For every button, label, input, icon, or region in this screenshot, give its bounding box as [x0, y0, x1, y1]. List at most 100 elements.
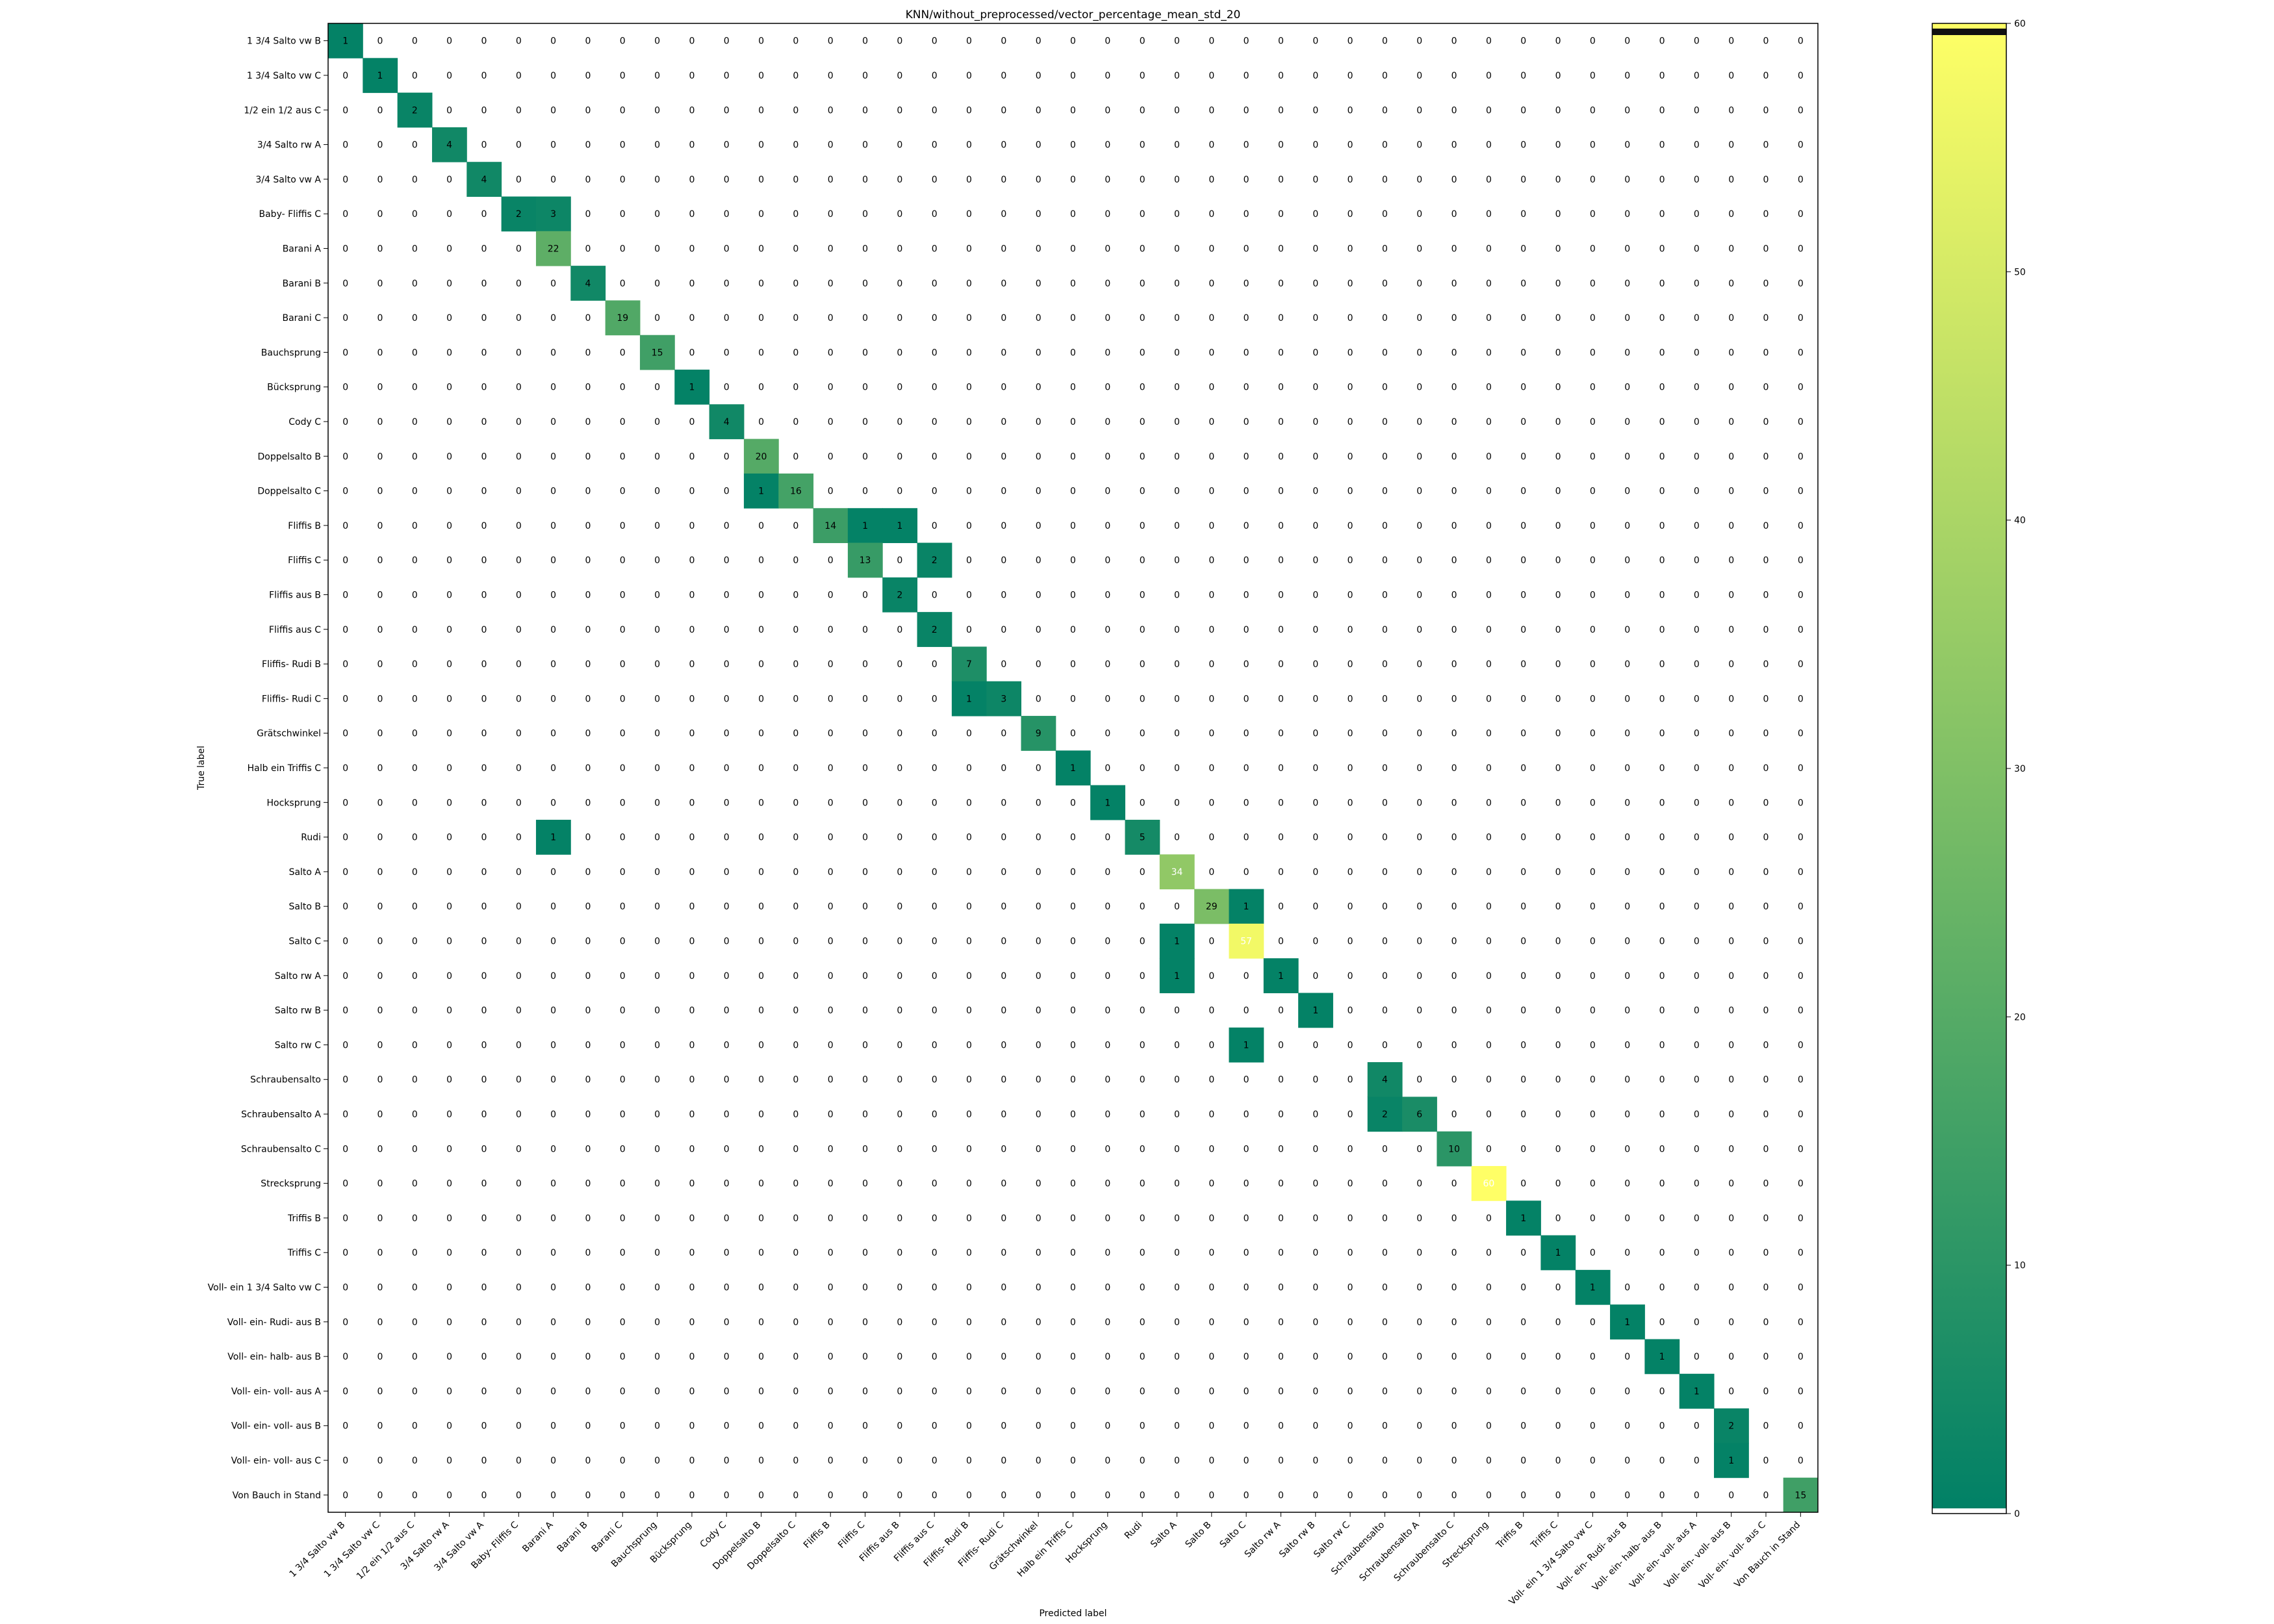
- cell-value-label: 0: [412, 1283, 418, 1293]
- cell-value-label: 0: [1555, 1317, 1561, 1328]
- cell-value-label: 1: [342, 36, 348, 47]
- cell-value-label: 0: [1244, 590, 1249, 600]
- cell-value-label: 0: [1416, 1248, 1422, 1258]
- cell-value-label: 0: [1036, 971, 1041, 982]
- cell-value-label: 0: [1208, 659, 1214, 670]
- cell-value-label: 0: [1208, 1144, 1214, 1154]
- cell-value-label: 0: [1451, 1213, 1457, 1224]
- cell-value-label: 0: [1728, 487, 1734, 497]
- cell-value-label: 0: [1624, 1352, 1630, 1362]
- y-tick-label: Doppelsalto C: [257, 487, 321, 497]
- cell-value-label: 0: [1451, 625, 1457, 635]
- cell-value-label: 0: [1590, 555, 1596, 566]
- cell-value-label: 0: [1001, 798, 1006, 808]
- cell-value-label: 0: [550, 521, 556, 531]
- cell-value-label: 0: [1070, 1144, 1076, 1154]
- cell-value-label: 0: [1624, 659, 1630, 670]
- cell-value-label: 0: [758, 625, 764, 635]
- cell-value-label: 0: [1036, 105, 1041, 116]
- cell-value-label: 0: [1036, 451, 1041, 462]
- cell-value-label: 0: [1070, 521, 1076, 531]
- cell-value-label: 0: [1036, 487, 1041, 497]
- cell-value-label: 0: [1278, 451, 1284, 462]
- cell-value-label: 0: [620, 1179, 626, 1189]
- cell-value-label: 0: [1659, 1317, 1665, 1328]
- cell-value-label: 0: [1728, 71, 1734, 81]
- cell-value-label: 0: [1416, 833, 1422, 843]
- y-tick-label: Barani A: [283, 244, 322, 254]
- cell-value-label: 0: [1798, 1386, 1804, 1397]
- cell-value-label: 0: [1278, 1006, 1284, 1016]
- cell-value-label: 0: [897, 1075, 902, 1085]
- cell-value-label: 0: [1382, 1317, 1388, 1328]
- cell-value-label: 0: [550, 867, 556, 878]
- cell-value-label: 0: [932, 971, 938, 982]
- cell-value-label: 0: [897, 971, 902, 982]
- cell-value-label: 0: [1312, 1248, 1318, 1258]
- cell-value-label: 0: [516, 175, 522, 185]
- cell-value-label: 0: [1798, 1317, 1804, 1328]
- cell-value-label: 0: [342, 1317, 348, 1328]
- cell-value-label: 0: [342, 1213, 348, 1224]
- cell-value-label: 0: [1590, 279, 1596, 289]
- cell-value-label: 0: [793, 348, 798, 358]
- cell-value-label: 0: [1244, 763, 1249, 774]
- cell-value-label: 0: [1798, 1213, 1804, 1224]
- cell-value-label: 0: [377, 1110, 383, 1120]
- cell-value-label: 0: [446, 659, 452, 670]
- cell-value-label: 0: [516, 1006, 522, 1016]
- cell-value-label: 4: [585, 279, 591, 289]
- y-tick-label: Schraubensalto: [250, 1075, 321, 1085]
- cell-value-label: 0: [1140, 209, 1145, 220]
- cell-value-label: 0: [758, 1248, 764, 1258]
- cell-value-label: 0: [342, 590, 348, 600]
- cell-value-label: 0: [654, 1213, 660, 1224]
- cell-value-label: 0: [1070, 902, 1076, 912]
- cell-value-label: 0: [1208, 451, 1214, 462]
- cell-value-label: 0: [1486, 451, 1492, 462]
- cell-value-label: 0: [862, 348, 868, 358]
- heatmap-cell: [1610, 1304, 1645, 1339]
- cell-value-label: 0: [793, 625, 798, 635]
- cell-value-label: 0: [1312, 105, 1318, 116]
- cell-value-label: 0: [862, 729, 868, 739]
- cell-value-label: 0: [1382, 71, 1388, 81]
- cell-value-label: 0: [758, 763, 764, 774]
- cell-value-label: 0: [1763, 313, 1769, 324]
- cell-value-label: 0: [342, 1006, 348, 1016]
- cell-value-label: 0: [897, 1283, 902, 1293]
- cell-value-label: 0: [1312, 555, 1318, 566]
- cell-value-label: 0: [897, 1040, 902, 1050]
- cell-value-label: 0: [1070, 1006, 1076, 1016]
- cell-value-label: 0: [724, 209, 730, 220]
- cell-value-label: 0: [1416, 140, 1422, 151]
- cell-value-label: 0: [758, 313, 764, 324]
- cell-value-label: 0: [620, 833, 626, 843]
- cell-value-label: 0: [412, 1352, 418, 1362]
- cell-value-label: 0: [862, 140, 868, 151]
- cell-value-label: 0: [1659, 798, 1665, 808]
- cell-value-label: 0: [516, 140, 522, 151]
- cell-value-label: 0: [793, 1456, 798, 1466]
- cell-value-label: 0: [932, 175, 938, 185]
- cell-value-label: 0: [1486, 1386, 1492, 1397]
- cell-value-label: 0: [1728, 1283, 1734, 1293]
- cell-value-label: 0: [1001, 1248, 1006, 1258]
- cell-value-label: 0: [828, 1317, 834, 1328]
- cell-value-label: 0: [1105, 659, 1110, 670]
- cell-value-label: 0: [793, 279, 798, 289]
- cell-value-label: 2: [1382, 1110, 1388, 1120]
- y-tick-label: 1/2 ein 1/2 aus C: [244, 105, 321, 116]
- cell-value-label: 0: [377, 313, 383, 324]
- cell-value-label: 0: [1001, 937, 1006, 947]
- cell-value-label: 0: [1486, 417, 1492, 427]
- cell-value-label: 0: [1659, 36, 1665, 47]
- cell-value-label: 0: [1312, 244, 1318, 254]
- cell-value-label: 0: [1694, 1248, 1700, 1258]
- cell-value-label: 0: [1555, 417, 1561, 427]
- cell-value-label: 0: [481, 867, 487, 878]
- x-tick-label: Voll- ein- voll- aus A: [1628, 1519, 1698, 1590]
- cell-value-label: 0: [724, 1490, 730, 1501]
- cell-value-label: 0: [1036, 71, 1041, 81]
- cell-value-label: 0: [620, 451, 626, 462]
